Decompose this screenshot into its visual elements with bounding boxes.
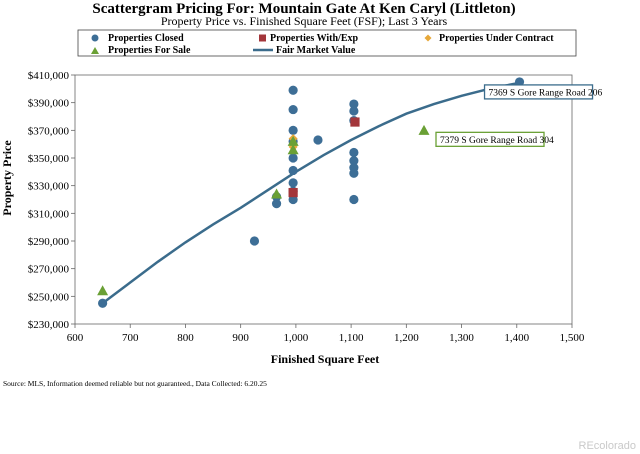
closed-point bbox=[349, 194, 359, 205]
x-tick-label: 1,400 bbox=[504, 332, 529, 344]
closed-point bbox=[288, 85, 298, 95]
callout-box bbox=[483, 84, 594, 100]
chart-subtitle: Property Price vs. Finished Square Feet … bbox=[161, 14, 448, 28]
recolorado-watermark: REcolorado bbox=[579, 440, 636, 452]
legend-label-fmv: Fair Market Value bbox=[276, 45, 356, 56]
fmv-line bbox=[101, 82, 518, 305]
x-tick-label: 600 bbox=[67, 332, 84, 344]
with-exp-point bbox=[288, 187, 298, 198]
closed-point bbox=[288, 125, 298, 135]
callout-text: 7379 S Gore Range Road 304 bbox=[440, 136, 554, 146]
y-tick-label: $390,000 bbox=[28, 98, 70, 110]
for-sale-point bbox=[97, 285, 109, 296]
y-tick-label: $230,000 bbox=[28, 319, 70, 331]
legend-for-sale-triangle-icon bbox=[91, 47, 99, 54]
closed-point bbox=[288, 165, 298, 176]
legend-label-with-exp: Properties With/Exp bbox=[270, 33, 359, 44]
closed-point bbox=[288, 104, 298, 115]
x-tick-label: 800 bbox=[177, 332, 194, 344]
legend-under-contract-diamond-icon bbox=[424, 34, 432, 42]
x-tick-label: 1,100 bbox=[339, 332, 364, 344]
for-sale-point bbox=[418, 124, 430, 135]
y-tick-label: $270,000 bbox=[28, 264, 70, 276]
x-tick-label: 1,300 bbox=[449, 332, 474, 344]
x-axis-label: Finished Square Feet bbox=[271, 352, 379, 366]
y-tick-label: $410,000 bbox=[28, 70, 70, 82]
closed-point bbox=[349, 106, 359, 116]
legend-label-under-contract: Properties Under Contract bbox=[439, 33, 554, 44]
callout-labels: 7369 S Gore Range Road 206 7379 S Gore Ra… bbox=[435, 84, 603, 147]
closed-point bbox=[98, 298, 108, 308]
callout-box bbox=[435, 131, 545, 147]
fair-market-value-trendline bbox=[101, 82, 518, 305]
for-sale-point bbox=[287, 135, 299, 146]
chart-title: Scattergram Pricing For: Mountain Gate A… bbox=[92, 1, 515, 17]
x-tick-label: 1,500 bbox=[560, 332, 585, 344]
closed-point bbox=[313, 135, 323, 145]
plot-area-frame bbox=[74, 74, 573, 325]
chart-legend: Properties Closed Properties With/Exp Pr… bbox=[77, 29, 577, 57]
closed-point bbox=[288, 178, 298, 188]
closed-point bbox=[349, 147, 359, 158]
closed-point bbox=[288, 153, 298, 163]
closed-point bbox=[349, 99, 359, 109]
legend-box bbox=[77, 29, 577, 57]
data-points bbox=[97, 77, 525, 308]
closed-point bbox=[249, 236, 260, 246]
y-tick-label: $370,000 bbox=[28, 125, 70, 137]
y-tick-label: $310,000 bbox=[28, 208, 70, 220]
for-sale-point bbox=[287, 144, 299, 155]
y-axis-label: Property Price bbox=[0, 140, 14, 216]
x-tick-label: 1,000 bbox=[284, 332, 309, 344]
legend-with-exp-square-icon bbox=[259, 34, 266, 42]
y-tick-label: $330,000 bbox=[28, 181, 70, 193]
with-exp-point bbox=[350, 117, 360, 127]
x-tick-label: 700 bbox=[122, 332, 139, 344]
for-sale-point bbox=[271, 188, 283, 199]
y-axis: $230,000 $250,000 $270,000 $290,000 $310,000… bbox=[28, 70, 75, 331]
x-tick-label: 900 bbox=[232, 332, 249, 344]
callout-text: 7369 S Gore Range Road 206 bbox=[489, 88, 603, 98]
x-axis: 600 700 800 900 1,000 1,100 1,200 1,300 1,400 1,5… bbox=[67, 324, 585, 344]
y-tick-label: $350,000 bbox=[28, 153, 70, 165]
closed-point bbox=[514, 77, 525, 87]
legend-label-for-sale: Properties For Sale bbox=[108, 45, 191, 56]
legend-label-closed: Properties Closed bbox=[108, 33, 184, 44]
closed-point bbox=[271, 199, 282, 209]
closed-point bbox=[349, 156, 359, 166]
y-tick-label: $290,000 bbox=[28, 236, 70, 248]
legend-closed-circle-icon bbox=[91, 34, 99, 42]
y-tick-label: $250,000 bbox=[28, 291, 70, 303]
x-tick-label: 1,200 bbox=[394, 332, 419, 344]
closed-point bbox=[288, 194, 298, 205]
closed-point bbox=[349, 168, 359, 178]
source-note: Source: MLS, Information deemed reliable… bbox=[3, 379, 267, 388]
